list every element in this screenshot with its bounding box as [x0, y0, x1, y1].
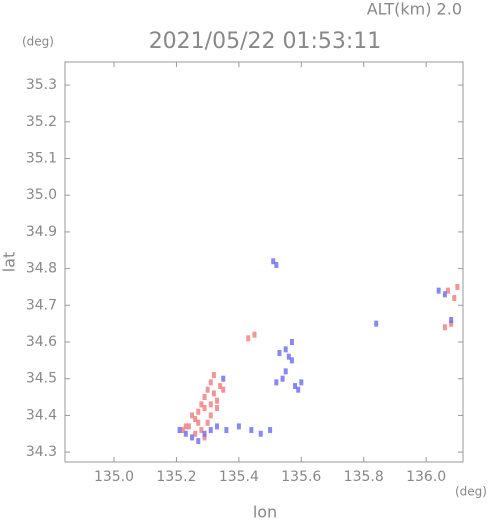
- y-unit: (deg): [22, 35, 54, 49]
- radar-echo: [452, 294, 457, 301]
- radar-echo: [193, 430, 198, 437]
- radar-echo: [215, 423, 220, 430]
- plot-frame: [64, 61, 464, 463]
- radar-echo: [296, 386, 301, 393]
- y-tick-label: 35.1: [26, 151, 57, 167]
- chart-subtitle: ALT(km) 2.0: [367, 0, 462, 19]
- y-axis-label: lat: [0, 252, 19, 273]
- y-tick-label: 34.7: [26, 297, 57, 313]
- radar-echo: [196, 408, 201, 415]
- radar-echo: [205, 419, 210, 426]
- radar-echo: [202, 405, 207, 412]
- y-tick-label: 35.3: [26, 77, 57, 93]
- radar-echo: [205, 386, 210, 393]
- radar-echo: [299, 379, 304, 386]
- radar-echo: [224, 427, 229, 434]
- radar-echo: [289, 339, 294, 345]
- radar-echo: [208, 427, 213, 434]
- x-axis-label: lon: [253, 503, 277, 521]
- radar-echo: [274, 379, 279, 386]
- x-tick-label: 135.0: [94, 469, 134, 485]
- radar-echo: [249, 427, 254, 434]
- radar-echo: [236, 423, 241, 430]
- radar-echo: [186, 423, 191, 430]
- radar-echo: [283, 346, 288, 353]
- radar-echo: [271, 258, 276, 265]
- radar-echo: [208, 401, 213, 408]
- radar-echo: [183, 430, 188, 437]
- radar-echo: [446, 287, 451, 294]
- radar-echo: [180, 427, 185, 434]
- radar-echo: [208, 412, 213, 419]
- radar-echo: [258, 430, 263, 437]
- y-tick-label: 34.6: [26, 334, 57, 350]
- radar-echo: [177, 427, 182, 434]
- radar-echo: [190, 434, 195, 441]
- radar-echo: [202, 430, 207, 437]
- x-tick-label: 135.4: [219, 469, 259, 485]
- radar-echo: [277, 350, 282, 357]
- radar-echo: [183, 423, 188, 430]
- radar-echo: [211, 390, 216, 397]
- radar-echo: [221, 375, 226, 382]
- y-tick-label: 34.8: [26, 261, 57, 277]
- radar-echo: [293, 383, 298, 390]
- y-tick-label: 34.3: [26, 444, 57, 460]
- x-tick-label: 135.8: [344, 469, 384, 485]
- x-tick-label: 135.2: [156, 469, 196, 485]
- radar-echo: [449, 320, 454, 327]
- radar-echo: [252, 331, 257, 338]
- radar-echo: [442, 291, 447, 298]
- radar-echo: [436, 287, 441, 294]
- radar-echo: [280, 375, 285, 382]
- y-tick-label: 34.9: [26, 224, 57, 240]
- chart-title: 2021/05/22 01:53:11: [149, 29, 382, 54]
- radar-echo: [283, 368, 288, 375]
- radar-echo: [455, 283, 460, 290]
- x-unit: (deg): [455, 485, 487, 499]
- radar-echo: [449, 316, 454, 323]
- radar-echo: [208, 379, 213, 386]
- radar-echo: [286, 353, 291, 360]
- x-tick-label: 135.6: [281, 469, 321, 485]
- radar-echo: [193, 416, 198, 423]
- radar-echo: [246, 335, 251, 342]
- y-tick-label: 35.2: [26, 114, 57, 130]
- radar-echo: [442, 324, 447, 331]
- y-tick-label: 34.5: [26, 371, 57, 387]
- radar-echo: [196, 438, 201, 445]
- radar-echo: [215, 397, 220, 404]
- radar-echo: [196, 419, 201, 426]
- radar-echo: [199, 401, 204, 408]
- radar-echo: [218, 383, 223, 390]
- x-tick-label: 136.0: [406, 469, 446, 485]
- radar-echo: [202, 394, 207, 401]
- radar-echo: [289, 357, 294, 364]
- y-tick-label: 34.4: [26, 407, 57, 423]
- y-tick-label: 35.0: [26, 187, 57, 203]
- radar-echo: [190, 412, 195, 419]
- radar-echo: [199, 427, 204, 434]
- radar-echo: [202, 434, 207, 441]
- radar-echo: [215, 405, 220, 412]
- radar-echo: [221, 386, 226, 393]
- radar-echo: [374, 320, 379, 327]
- radar-echo: [274, 261, 279, 268]
- radar-echo: [211, 372, 216, 379]
- radar-echo: [268, 427, 273, 434]
